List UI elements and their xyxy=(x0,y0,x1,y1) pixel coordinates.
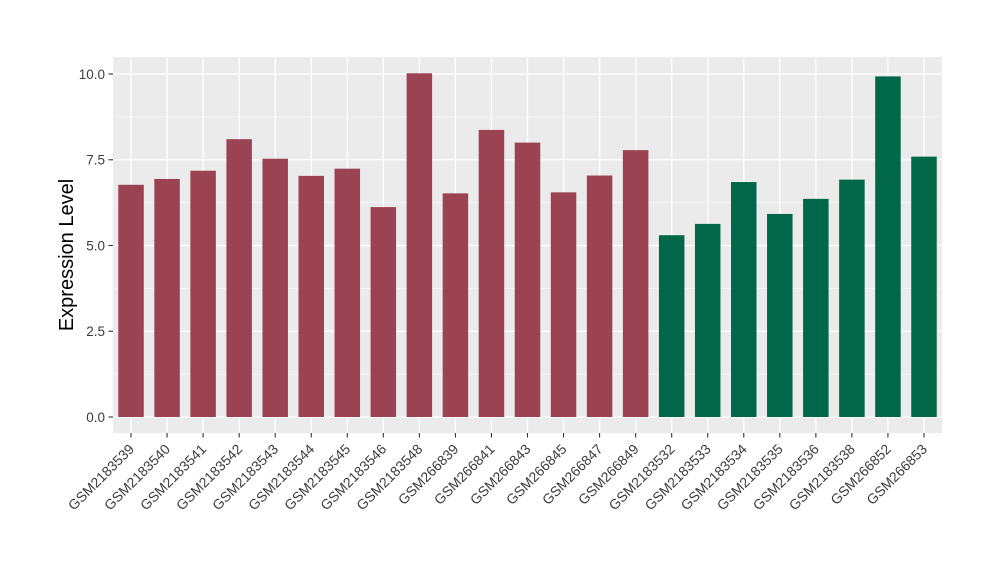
bar-GSM266845 xyxy=(550,192,577,417)
bar-GSM2183544 xyxy=(298,175,324,417)
bar-GSM2183539 xyxy=(118,184,144,417)
bar-GSM266849 xyxy=(622,150,649,417)
y-tick-label: 10.0 xyxy=(79,67,105,82)
bar-GSM266852 xyxy=(875,76,901,417)
bar-GSM2183535 xyxy=(767,213,793,417)
bar-GSM266841 xyxy=(478,129,505,417)
bar-GSM266847 xyxy=(586,175,613,417)
bar-GSM2183538 xyxy=(839,179,865,417)
y-tick-label: 2.5 xyxy=(86,324,105,339)
bar-GSM266853 xyxy=(911,156,937,417)
bar-GSM2183541 xyxy=(190,170,216,417)
bar-GSM2183546 xyxy=(370,207,397,417)
bar-GSM266839 xyxy=(442,193,469,417)
bar-GSM2183534 xyxy=(731,182,757,417)
bar-GSM2183532 xyxy=(658,235,685,417)
y-tick-label: 0.0 xyxy=(86,410,105,425)
y-axis-title: Expression Level xyxy=(56,179,78,331)
bar-GSM2183548 xyxy=(406,73,433,418)
bar-GSM2183533 xyxy=(694,223,721,417)
bar-GSM266843 xyxy=(514,142,541,417)
y-tick-label: 5.0 xyxy=(86,238,105,253)
bar-GSM2183543 xyxy=(262,158,288,417)
bar-GSM2183542 xyxy=(226,139,252,418)
bar-GSM2183536 xyxy=(803,198,829,417)
y-tick-label: 7.5 xyxy=(86,153,105,168)
bar-GSM2183545 xyxy=(334,168,361,417)
bar-GSM2183540 xyxy=(154,178,180,417)
